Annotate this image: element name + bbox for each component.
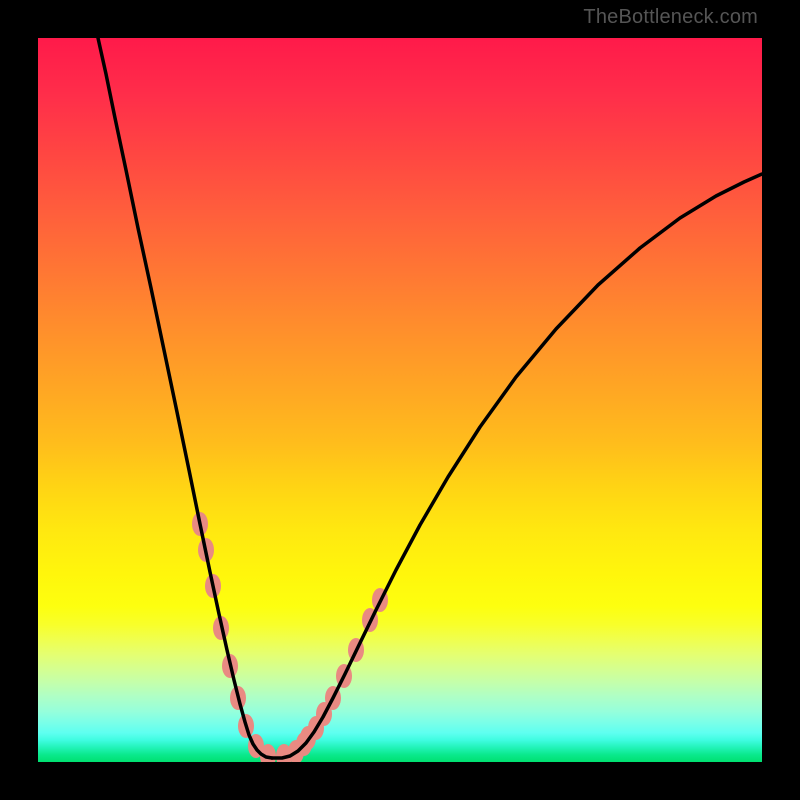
plot-area bbox=[38, 38, 762, 762]
bottleneck-curve-svg bbox=[38, 38, 762, 762]
chart-root: TheBottleneck.com bbox=[0, 0, 800, 800]
marker-layer bbox=[192, 512, 388, 762]
watermark-text: TheBottleneck.com bbox=[583, 6, 758, 29]
curve-left bbox=[98, 38, 272, 758]
curve-right bbox=[272, 174, 762, 758]
